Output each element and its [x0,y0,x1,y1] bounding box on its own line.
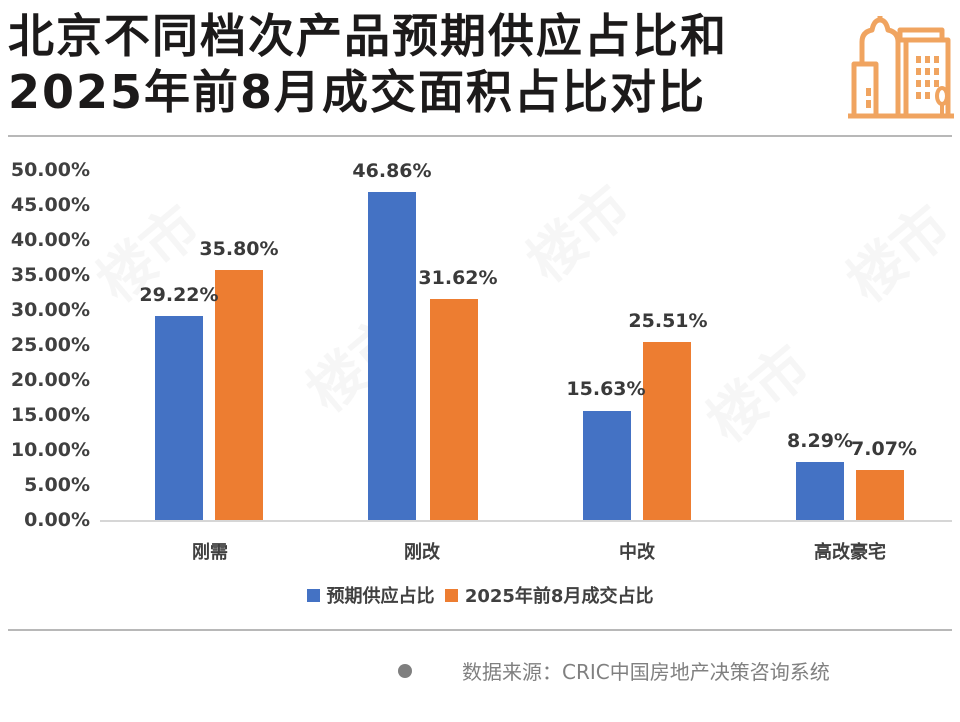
y-tick: 30.00% [10,299,90,321]
city-buildings-icon [848,16,954,119]
bullet-dot-icon [398,663,412,678]
value-label: 8.29% [787,430,853,452]
bar-supply-ganggai [368,192,416,520]
value-label: 25.51% [628,310,708,332]
legend-label: 2025年前8月成交占比 [464,586,654,607]
y-tick: 45.00% [10,194,90,216]
legend-swatch-blue [306,588,320,602]
title-divider [8,135,952,137]
bar-deal-gangxu [215,270,263,520]
bar-deal-zhonggai [643,342,691,520]
value-label: 35.80% [199,238,279,260]
title-line-1: 北京不同档次产品预期供应占比和 [8,9,728,63]
y-tick: 0.00% [24,509,90,531]
data-source: 数据来源：CRIC中国房地产决策咨询系统 [398,656,830,685]
watermark: 楼市 [827,183,960,317]
chart-legend: 预期供应占比 2025年前8月成交占比 [0,582,960,608]
y-tick: 20.00% [10,369,90,391]
y-tick: 10.00% [10,439,90,461]
y-tick: 15.00% [10,404,90,426]
legend-item-deal: 2025年前8月成交占比 [444,582,654,608]
y-tick: 35.00% [10,264,90,286]
x-category-label: 高改豪宅 [814,542,886,563]
y-tick: 25.00% [10,334,90,356]
title-line-2: 2025年前8月成交面积占比对比 [8,65,707,119]
legend-item-supply: 预期供应占比 [306,582,435,608]
bar-chart: 楼市 楼市 楼市 楼市 楼市 50.00% 45.00% 40.00% 35.0… [0,150,960,563]
value-label: 7.07% [851,438,917,460]
y-tick: 50.00% [10,159,90,181]
y-tick: 40.00% [10,229,90,251]
bar-deal-ganggai [430,299,478,520]
x-category-label: 刚改 [404,542,440,563]
value-label: 31.62% [418,267,498,289]
bar-supply-zhonggai [583,411,631,520]
footer-divider [8,629,952,631]
x-axis-line [100,520,952,522]
page-title: 北京不同档次产品预期供应占比和 2025年前8月成交面积占比对比 [8,8,838,120]
value-label: 29.22% [139,284,219,306]
value-label: 46.86% [352,160,432,182]
bar-deal-gaogai [856,470,904,520]
source-text: 数据来源：CRIC中国房地产决策咨询系统 [462,660,830,684]
watermark: 楼市 [507,163,645,297]
x-category-label: 刚需 [192,542,228,563]
value-label: 15.63% [566,378,646,400]
legend-swatch-orange [444,588,458,602]
bar-supply-gangxu [155,316,203,520]
x-category-label: 中改 [619,542,655,563]
bar-supply-gaogai [796,462,844,520]
y-tick: 5.00% [24,474,90,496]
legend-label: 预期供应占比 [326,586,435,607]
